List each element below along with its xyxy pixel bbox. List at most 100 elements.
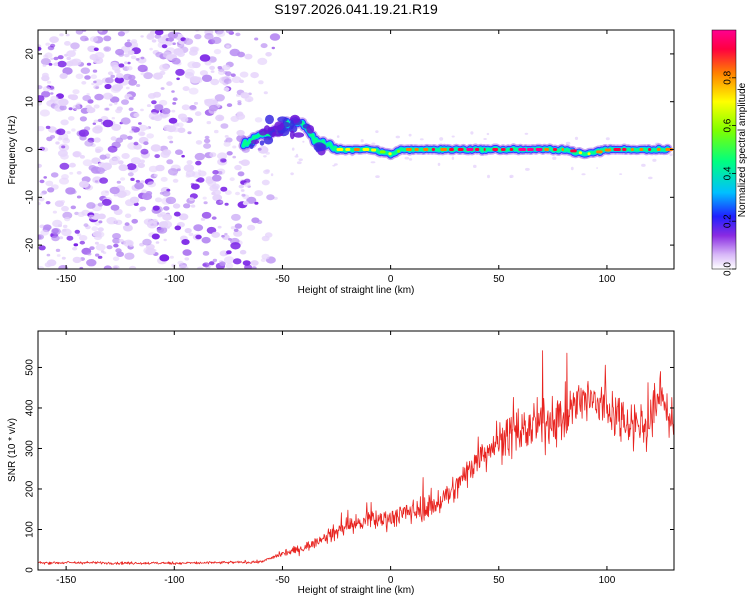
noise-speckle bbox=[234, 164, 242, 171]
noise-speckle bbox=[110, 204, 120, 211]
ridge-blob bbox=[249, 143, 254, 149]
noise-speckle bbox=[187, 131, 192, 135]
noise-speckle bbox=[254, 117, 263, 123]
noise-speckle bbox=[145, 191, 153, 196]
noise-speckle bbox=[172, 203, 181, 209]
noise-speckle bbox=[332, 164, 336, 167]
noise-speckle bbox=[244, 53, 253, 60]
noise-speckle bbox=[155, 241, 160, 244]
noise-speckle bbox=[241, 193, 246, 197]
noise-speckle bbox=[116, 73, 124, 79]
noise-speckle bbox=[166, 81, 173, 86]
noise-speckle bbox=[109, 186, 120, 195]
noise-speckle bbox=[86, 107, 96, 114]
noise-speckle bbox=[194, 111, 202, 117]
noise-speckle bbox=[113, 193, 119, 197]
noise-speckle bbox=[263, 155, 267, 158]
noise-speckle bbox=[40, 58, 51, 66]
x-tick-label: -100 bbox=[164, 575, 184, 586]
noise-speckle bbox=[217, 171, 223, 175]
ridge-core-segment bbox=[544, 148, 549, 151]
noise-speckle bbox=[177, 260, 184, 265]
noise-speckle bbox=[195, 140, 203, 145]
noise-speckle bbox=[648, 176, 653, 180]
noise-speckle bbox=[76, 171, 82, 175]
noise-speckle bbox=[103, 265, 112, 269]
noise-speckle bbox=[148, 112, 160, 120]
noise-speckle bbox=[74, 229, 81, 234]
noise-speckle bbox=[157, 36, 167, 44]
noise-speckle bbox=[112, 233, 121, 240]
ridge-core-segment bbox=[622, 148, 627, 151]
noise-speckle bbox=[107, 71, 114, 76]
noise-speckle bbox=[84, 140, 94, 147]
noise-speckle bbox=[231, 76, 242, 84]
colorbar-gradient bbox=[711, 29, 737, 270]
noise-speckle bbox=[208, 261, 215, 266]
noise-speckle bbox=[200, 217, 206, 221]
noise-speckle bbox=[94, 93, 104, 101]
noise-speckle bbox=[103, 92, 113, 100]
noise-speckle bbox=[91, 82, 95, 86]
noise-speckle bbox=[108, 103, 113, 107]
noise-speckle bbox=[53, 62, 59, 66]
noise-speckle bbox=[61, 256, 66, 260]
noise-speckle bbox=[68, 107, 73, 111]
noise-speckle bbox=[59, 162, 70, 170]
noise-speckle bbox=[257, 57, 268, 65]
noise-speckle bbox=[235, 191, 240, 196]
noise-speckle bbox=[79, 155, 85, 159]
noise-speckle bbox=[138, 131, 146, 137]
noise-speckle bbox=[487, 174, 490, 179]
noise-speckle bbox=[263, 91, 268, 95]
noise-speckle bbox=[197, 169, 202, 172]
noise-speckle bbox=[39, 146, 45, 151]
noise-speckle bbox=[199, 54, 211, 62]
noise-speckle bbox=[176, 51, 185, 57]
noise-speckle bbox=[57, 149, 68, 157]
noise-speckle bbox=[408, 133, 412, 137]
noise-speckle bbox=[95, 148, 102, 154]
noise-speckle bbox=[302, 140, 305, 143]
noise-speckle bbox=[133, 141, 139, 146]
noise-speckle bbox=[112, 265, 120, 269]
noise-speckle bbox=[88, 165, 97, 171]
x-tick-label: -150 bbox=[56, 575, 76, 586]
noise-speckle bbox=[172, 102, 177, 105]
noise-speckle bbox=[209, 65, 216, 70]
noise-speckle bbox=[226, 250, 232, 255]
noise-speckle bbox=[118, 63, 125, 68]
noise-speckle bbox=[76, 195, 82, 199]
noise-speckle bbox=[239, 71, 249, 78]
noise-speckle bbox=[127, 50, 135, 55]
noise-speckle bbox=[72, 150, 82, 158]
noise-speckle bbox=[70, 205, 77, 210]
noise-speckle bbox=[95, 86, 99, 89]
noise-speckle bbox=[195, 234, 202, 240]
noise-speckle bbox=[263, 169, 270, 175]
noise-speckle bbox=[171, 57, 181, 65]
noise-speckle bbox=[212, 194, 223, 202]
noise-speckle bbox=[248, 99, 252, 102]
colorbar-label: Normalized spectral amplitude bbox=[737, 82, 748, 217]
noise-speckle bbox=[91, 226, 99, 232]
noise-speckle bbox=[169, 255, 174, 259]
noise-speckle bbox=[56, 128, 66, 136]
ridge-core-segment bbox=[466, 148, 474, 151]
noise-speckle bbox=[56, 254, 61, 257]
noise-speckle bbox=[92, 69, 98, 73]
ridge-blob bbox=[306, 124, 315, 134]
noise-speckle bbox=[212, 174, 222, 182]
noise-speckle bbox=[39, 109, 51, 117]
noise-speckle bbox=[159, 64, 170, 72]
noise-speckle bbox=[124, 213, 132, 219]
noise-speckle bbox=[155, 51, 164, 58]
x-tick-label: -150 bbox=[56, 274, 76, 285]
noise-speckle bbox=[91, 157, 101, 164]
noise-speckle bbox=[58, 236, 64, 240]
noise-speckle bbox=[98, 220, 103, 224]
noise-speckle bbox=[237, 51, 245, 58]
noise-speckle bbox=[111, 86, 116, 90]
noise-speckle bbox=[191, 183, 200, 190]
